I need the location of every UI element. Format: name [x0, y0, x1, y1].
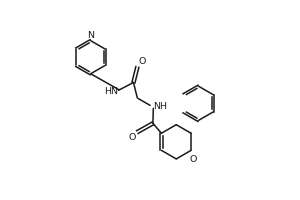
- Text: O: O: [139, 57, 146, 66]
- Text: HN: HN: [104, 87, 118, 96]
- Text: NH: NH: [153, 102, 167, 111]
- Text: N: N: [87, 31, 94, 40]
- Text: O: O: [189, 155, 197, 164]
- Text: O: O: [128, 133, 136, 142]
